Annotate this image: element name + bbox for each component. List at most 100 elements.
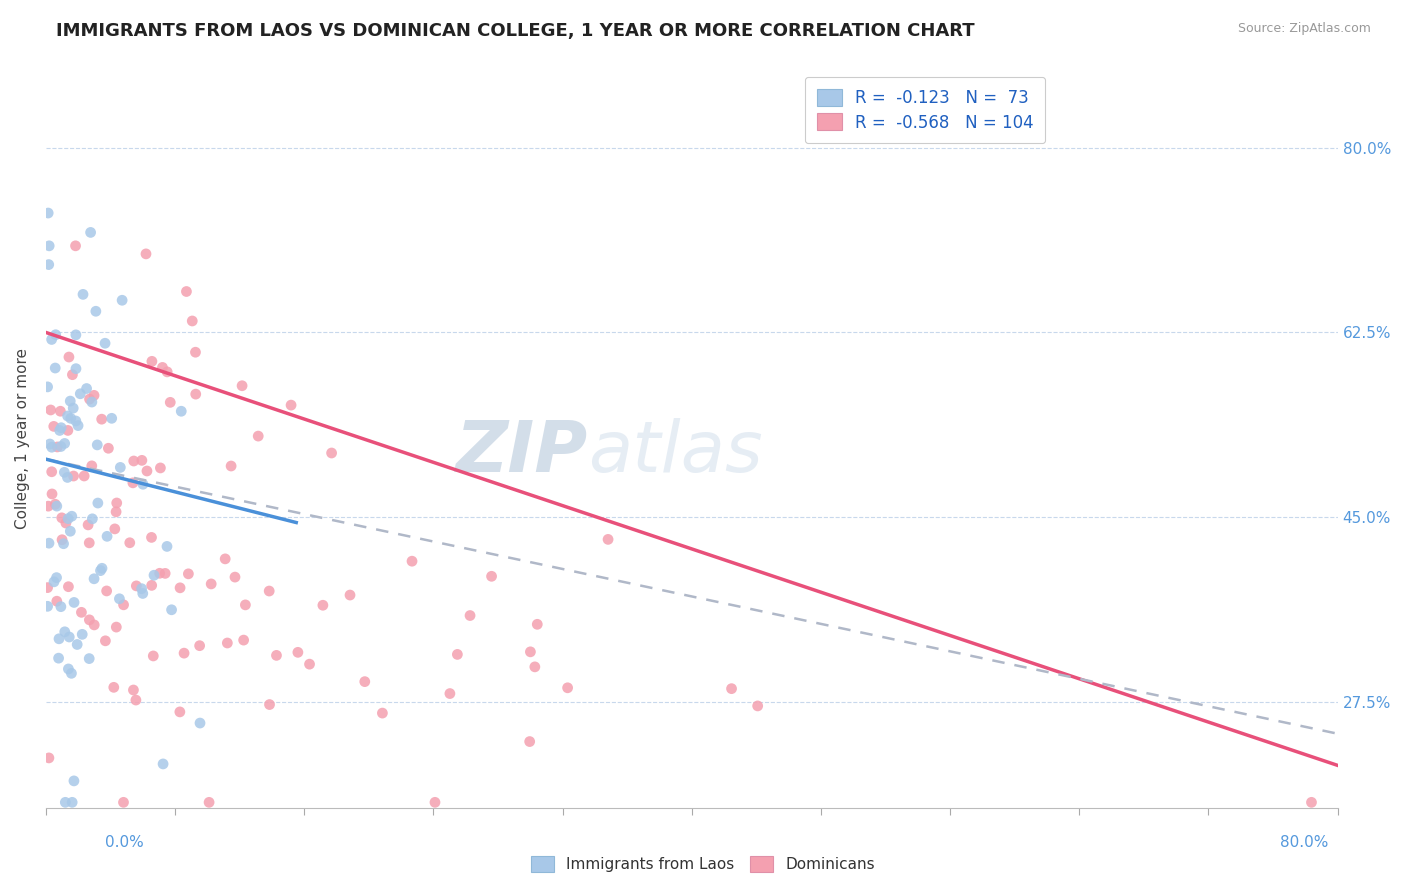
Point — [105, 620, 128, 634]
Point — [104, 522, 127, 536]
Point — [100, 411, 122, 425]
Point — [125, 693, 148, 707]
Point — [80, 395, 103, 409]
Point — [94, 633, 117, 648]
Point — [232, 633, 254, 648]
Point — [519, 734, 541, 748]
Point — [200, 577, 222, 591]
Point — [44, 361, 66, 376]
Point — [135, 247, 157, 261]
Point — [132, 586, 155, 600]
Point — [371, 706, 394, 720]
Point — [122, 454, 145, 468]
Point — [62, 368, 84, 382]
Point — [141, 578, 163, 592]
Point — [37, 206, 59, 220]
Point — [125, 579, 148, 593]
Text: Source: ZipAtlas.com: Source: ZipAtlas.com — [1237, 22, 1371, 36]
Text: IMMIGRANTS FROM LAOS VS DOMINICAN COLLEGE, 1 YEAR OR MORE CORRELATION CHART: IMMIGRANTS FROM LAOS VS DOMINICAN COLLEG… — [56, 22, 974, 40]
Point — [59, 524, 82, 539]
Point — [224, 570, 246, 584]
Point — [112, 795, 135, 809]
Point — [72, 287, 94, 301]
Point — [58, 580, 80, 594]
Point — [62, 469, 84, 483]
Legend: Immigrants from Laos, Dominicans: Immigrants from Laos, Dominicans — [523, 848, 883, 880]
Point — [105, 505, 128, 519]
Point — [37, 380, 59, 394]
Point — [523, 660, 546, 674]
Point — [90, 412, 112, 426]
Point — [41, 487, 63, 501]
Point — [73, 469, 96, 483]
Point — [60, 666, 83, 681]
Point — [481, 569, 503, 583]
Point — [79, 613, 101, 627]
Point — [177, 566, 200, 581]
Point — [65, 414, 87, 428]
Point — [169, 581, 191, 595]
Point — [56, 470, 79, 484]
Point — [49, 599, 72, 614]
Point — [55, 516, 77, 530]
Point — [519, 645, 541, 659]
Point — [169, 705, 191, 719]
Point — [45, 594, 67, 608]
Point — [112, 598, 135, 612]
Point — [67, 418, 90, 433]
Point — [111, 293, 134, 308]
Point — [132, 477, 155, 491]
Point — [59, 411, 82, 425]
Point — [41, 440, 63, 454]
Point — [423, 795, 446, 809]
Text: 0.0%: 0.0% — [105, 836, 145, 850]
Point — [53, 795, 76, 809]
Point — [156, 540, 179, 554]
Point — [96, 529, 118, 543]
Point — [48, 632, 70, 646]
Point — [83, 618, 105, 632]
Point — [37, 581, 59, 595]
Point — [52, 537, 75, 551]
Point — [235, 598, 257, 612]
Point — [37, 499, 59, 513]
Point — [312, 599, 335, 613]
Point — [173, 646, 195, 660]
Point — [56, 511, 79, 525]
Point — [38, 536, 60, 550]
Point — [181, 314, 204, 328]
Point — [149, 566, 172, 581]
Point — [38, 437, 60, 451]
Point — [91, 561, 114, 575]
Point — [65, 327, 87, 342]
Point — [46, 440, 69, 454]
Point — [257, 584, 280, 599]
Point — [37, 599, 59, 614]
Point — [298, 657, 321, 672]
Point — [69, 386, 91, 401]
Point — [60, 795, 83, 809]
Point — [122, 475, 145, 490]
Point — [105, 496, 128, 510]
Point — [97, 442, 120, 456]
Point — [184, 345, 207, 359]
Point — [94, 336, 117, 351]
Point — [266, 648, 288, 663]
Point — [77, 536, 100, 550]
Point — [58, 662, 80, 676]
Legend: R =  -0.123   N =  73, R =  -0.568   N = 104: R = -0.123 N = 73, R = -0.568 N = 104 — [804, 77, 1045, 144]
Point — [44, 497, 66, 511]
Point — [401, 554, 423, 568]
Point — [458, 608, 481, 623]
Point — [49, 404, 72, 418]
Point — [141, 530, 163, 544]
Text: 80.0%: 80.0% — [1281, 836, 1329, 850]
Point — [87, 496, 110, 510]
Point — [63, 773, 86, 788]
Point — [77, 517, 100, 532]
Point — [49, 440, 72, 454]
Point — [160, 603, 183, 617]
Point — [219, 458, 242, 473]
Point — [80, 458, 103, 473]
Point — [152, 360, 174, 375]
